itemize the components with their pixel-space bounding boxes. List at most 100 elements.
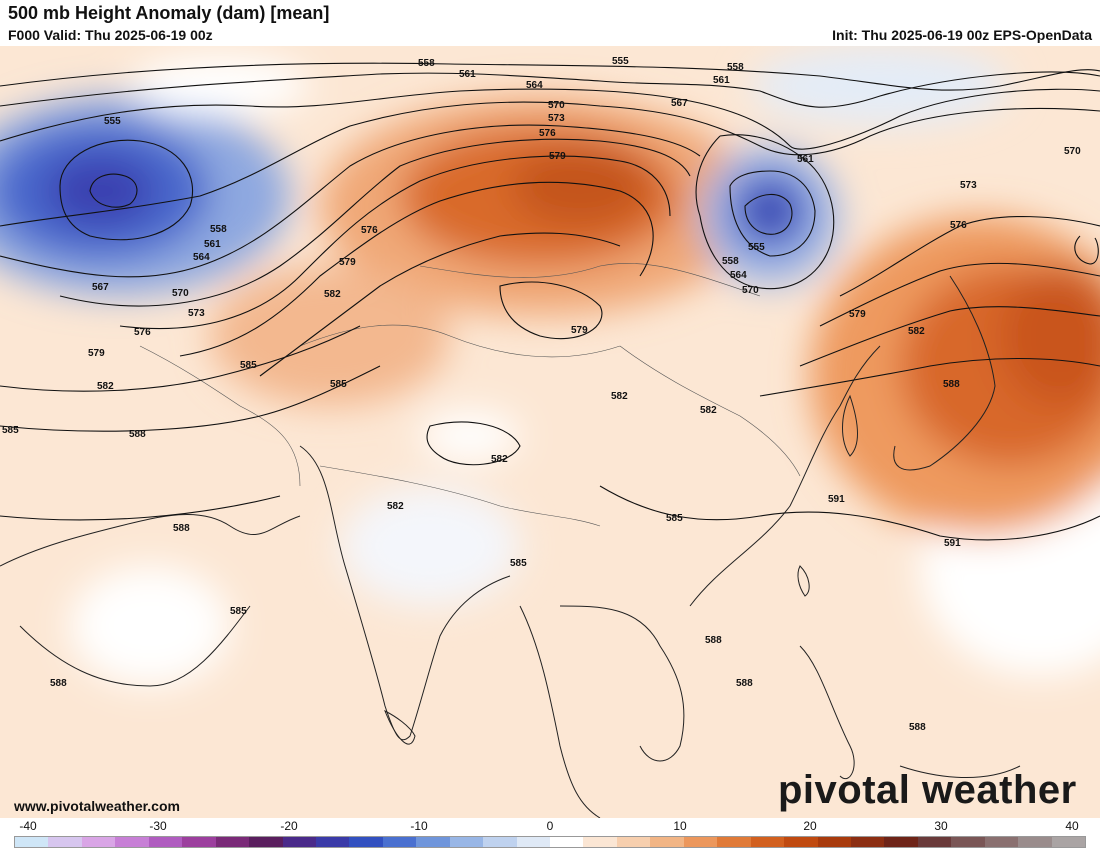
contour-label: 588 [909, 722, 926, 733]
contour-label: 585 [510, 558, 527, 569]
contour-label: 567 [671, 98, 688, 109]
contour-label: 561 [459, 69, 476, 80]
contour-label: 582 [491, 454, 508, 465]
colorbar-swatch [115, 837, 149, 847]
colorbar-swatch [148, 837, 183, 847]
colorbar-tick: -40 [19, 819, 37, 833]
contour-label: 591 [944, 538, 961, 549]
contour-label: 561 [204, 239, 221, 250]
colorbar-swatch [683, 837, 718, 847]
colorbar-tick: -10 [410, 819, 428, 833]
colorbar-swatch [1051, 837, 1085, 847]
contour-label: 585 [330, 379, 347, 390]
map-area: 558 555 558 561 561 564 567 570 573 576 … [0, 46, 1100, 818]
contour-label: 582 [97, 381, 114, 392]
colorbar-tick: -30 [149, 819, 167, 833]
colorbar-swatch [850, 837, 885, 847]
website-label[interactable]: www.pivotalweather.com [14, 798, 180, 814]
colorbar-swatch [282, 837, 316, 847]
colorbar-swatch [48, 837, 82, 847]
contour-label: 591 [828, 494, 845, 505]
header: 500 mb Height Anomaly (dam) [mean] F000 … [0, 0, 1100, 46]
contour-label: 579 [849, 309, 866, 320]
contour-label: 570 [172, 288, 189, 299]
contour-label: 570 [548, 100, 565, 111]
contour-label: 588 [50, 678, 67, 689]
contour-label: 555 [104, 116, 121, 127]
colorbar-swatch [349, 837, 383, 847]
contour-label: 579 [549, 151, 566, 162]
contour-label: 576 [539, 128, 556, 139]
contour-label: 576 [361, 225, 378, 236]
colorbar-tick: 20 [803, 819, 817, 833]
contour-label: 576 [950, 220, 967, 231]
contour-label: 564 [526, 80, 543, 91]
contour-labels: 558 555 558 561 561 564 567 570 573 576 … [2, 56, 1081, 733]
contour-label: 579 [571, 325, 588, 336]
contour-label: 588 [173, 523, 190, 534]
contour-label: 588 [705, 635, 722, 646]
colorbar: -40 -30 -20 -10 0 10 20 30 40 [0, 818, 1100, 850]
colorbar-swatch [583, 837, 617, 847]
colorbar-swatch [884, 837, 918, 847]
colorbar-strip [14, 836, 1086, 848]
colorbar-swatch [917, 837, 952, 847]
colorbar-tick: 40 [1065, 819, 1079, 833]
contour-label: 558 [210, 224, 227, 235]
contour-label: 573 [548, 113, 565, 124]
contour-label: 558 [722, 256, 739, 267]
colorbar-swatch [717, 837, 751, 847]
colorbar-swatch [382, 837, 417, 847]
anomaly-shading [0, 46, 1100, 686]
pivotal-weather-logo: pivotal weather [778, 768, 1077, 812]
map-title: 500 mb Height Anomaly (dam) [mean] [8, 3, 330, 23]
contour-label: 558 [727, 62, 744, 73]
anomaly-map: 558 555 558 561 561 564 567 570 573 576 … [0, 46, 1100, 818]
contour-label: 588 [943, 379, 960, 390]
colorbar-swatch [650, 837, 684, 847]
contour-label: 579 [339, 257, 356, 268]
colorbar-swatch [315, 837, 350, 847]
colorbar-swatch [215, 837, 250, 847]
init-time: Init: Thu 2025-06-19 00z EPS-OpenData [832, 27, 1092, 43]
colorbar-swatch [951, 837, 985, 847]
contour-label: 561 [797, 154, 814, 165]
colorbar-swatch [750, 837, 785, 847]
contour-label: 561 [713, 75, 730, 86]
contour-label: 582 [700, 405, 717, 416]
contour-label: 570 [1064, 146, 1081, 157]
contour-label: 585 [240, 360, 257, 371]
contour-label: 573 [188, 308, 205, 319]
contour-label: 582 [324, 289, 341, 300]
contour-label: 579 [88, 348, 105, 359]
contour-label: 585 [230, 606, 247, 617]
colorbar-swatch [182, 837, 216, 847]
contour-label: 588 [736, 678, 753, 689]
colorbar-swatch [984, 837, 1019, 847]
contour-label: 558 [418, 58, 435, 69]
colorbar-swatch [416, 837, 450, 847]
valid-time: F000 Valid: Thu 2025-06-19 00z [8, 27, 213, 43]
colorbar-swatch [81, 837, 116, 847]
contour-label: 555 [748, 242, 765, 253]
colorbar-tick: 0 [546, 819, 554, 833]
contour-label: 585 [666, 513, 683, 524]
height-contours [0, 62, 1100, 541]
contour-label: 582 [387, 501, 404, 512]
colorbar-tick: 10 [673, 819, 687, 833]
contour-label: 585 [2, 425, 19, 436]
contour-label: 564 [193, 252, 210, 263]
contour-label: 567 [92, 282, 109, 293]
colorbar-swatch [15, 837, 49, 847]
colorbar-swatch [817, 837, 851, 847]
contour-label: 573 [960, 180, 977, 191]
contour-label: 555 [612, 56, 629, 67]
colorbar-swatch [449, 837, 484, 847]
colorbar-swatch [616, 837, 651, 847]
colorbar-swatch [249, 837, 283, 847]
colorbar-swatch [784, 837, 818, 847]
contour-label: 576 [134, 327, 151, 338]
colorbar-swatch [483, 837, 517, 847]
contour-label: 564 [730, 270, 747, 281]
colorbar-tick: 30 [934, 819, 948, 833]
